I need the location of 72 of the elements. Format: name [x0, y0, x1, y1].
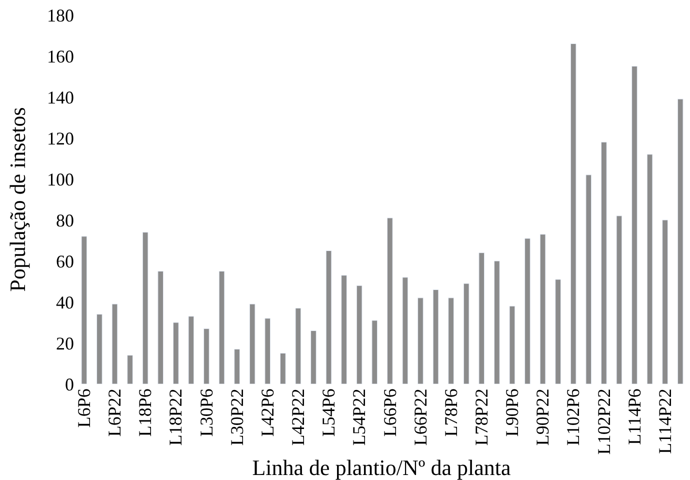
y-tick-label: 180 — [47, 5, 74, 26]
bar — [341, 275, 347, 384]
y-tick-label: 140 — [47, 87, 74, 108]
bar — [586, 174, 592, 384]
bar — [96, 314, 102, 384]
x-tick-label: L42P6 — [257, 388, 278, 437]
bar — [524, 238, 530, 384]
bar — [494, 260, 500, 384]
bar — [310, 330, 316, 384]
bar — [570, 43, 576, 384]
bar — [280, 353, 286, 384]
y-tick-label: 60 — [56, 251, 74, 272]
x-tick-label: L78P6 — [440, 388, 461, 437]
bar — [418, 298, 424, 384]
x-tick-label: L6P22 — [104, 388, 125, 437]
y-tick-label: 160 — [47, 46, 74, 66]
x-tick-label: L102P6 — [563, 388, 584, 446]
x-tick-label: L18P6 — [135, 388, 156, 437]
bar — [386, 218, 393, 384]
bar — [249, 304, 256, 384]
y-tick-label: 120 — [47, 128, 74, 148]
x-tick-label: L18P22 — [166, 388, 186, 446]
x-tick-label: L66P6 — [380, 388, 400, 437]
y-tick-label: 20 — [56, 333, 74, 354]
bar — [356, 285, 362, 384]
bar — [646, 154, 653, 384]
bar — [372, 320, 378, 384]
bar — [601, 142, 607, 384]
x-tick-label: L54P22 — [349, 388, 370, 446]
bar — [234, 348, 240, 384]
x-tick-label: L78P22 — [471, 388, 492, 446]
bar — [172, 322, 179, 384]
bar — [127, 355, 133, 384]
bar — [158, 271, 164, 384]
bar — [295, 308, 302, 384]
x-tick-label: L90P6 — [502, 388, 522, 437]
bar — [463, 283, 470, 384]
bar — [81, 236, 88, 384]
y-tick-label: 80 — [56, 210, 74, 230]
x-tick-label: L42P22 — [288, 388, 308, 446]
bar — [555, 279, 561, 384]
bar — [204, 328, 210, 384]
bar — [662, 220, 668, 384]
bar — [142, 232, 148, 384]
bar — [509, 306, 516, 384]
y-tick-label: 100 — [47, 169, 74, 190]
bar — [632, 66, 638, 384]
bar — [478, 252, 485, 384]
bar — [448, 298, 454, 384]
x-tick-label: L90P22 — [532, 388, 553, 446]
x-tick-label: L30P6 — [196, 388, 216, 437]
bar — [188, 316, 194, 384]
x-tick-label: L30P22 — [226, 388, 247, 446]
x-tick-label: L102P22 — [594, 388, 614, 455]
x-tick-label: L54P6 — [318, 388, 339, 437]
bar — [264, 318, 271, 384]
bar — [677, 98, 684, 384]
bar — [432, 289, 439, 384]
bar — [540, 234, 546, 384]
y-tick-label: 0 — [65, 374, 74, 394]
bar — [616, 216, 622, 384]
y-axis-title: População de insetos — [4, 107, 30, 292]
bar — [218, 271, 225, 384]
bar — [402, 277, 408, 384]
x-tick-label: L6P6 — [74, 388, 94, 428]
x-tick-label: L114P6 — [624, 388, 644, 445]
x-tick-label: L66P22 — [410, 388, 430, 446]
bar — [326, 250, 332, 384]
x-axis-title: Linha de plantio/Nº da planta — [252, 455, 511, 480]
y-tick-label: 40 — [56, 292, 74, 312]
bar — [112, 304, 118, 384]
x-tick-label: L114P22 — [654, 388, 675, 454]
